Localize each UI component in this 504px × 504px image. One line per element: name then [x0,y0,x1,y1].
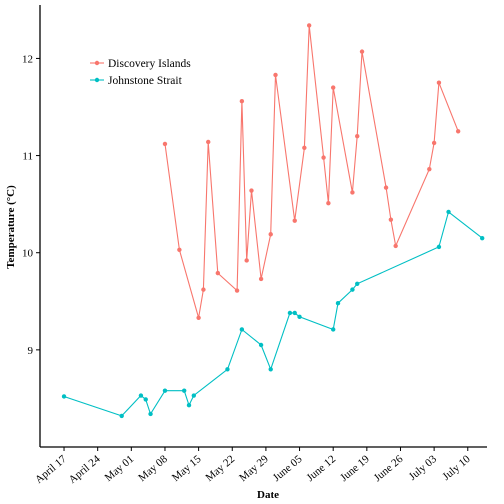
data-point [138,393,144,398]
data-point [201,287,206,292]
x-tick-label: April 24 [67,453,103,486]
x-tick-label: June 05 [271,453,305,484]
data-point [61,394,67,399]
data-point [446,209,451,215]
series-1 [61,209,485,419]
data-point [292,218,297,223]
series-line [63,210,483,417]
x-tick-label: July 03 [407,453,440,483]
y-tick-label: 10 [22,248,34,260]
data-point [239,327,245,332]
data-point [350,287,355,292]
data-point [355,281,360,286]
legend-key-point [94,77,100,83]
x-tick-label: April 17 [33,453,69,486]
data-point [302,145,307,150]
data-point [388,217,394,222]
data-point [355,133,360,139]
data-point [393,243,398,249]
data-point [177,247,182,252]
data-point [330,327,336,332]
data-point [249,188,254,193]
legend: Discovery Islands Johnstone Strait [90,58,191,87]
data-point [143,397,148,402]
x-tick-label: June 26 [372,453,406,484]
data-point [181,388,187,393]
data-point [239,98,245,104]
series-layer [61,23,485,419]
data-point [287,310,293,316]
data-point [196,315,201,320]
data-point [326,200,331,206]
data-point [258,342,264,348]
legend-label: Discovery Islands [108,58,191,70]
data-point [436,244,442,250]
data-point [335,301,341,306]
x-tick-label: May 08 [136,453,170,484]
data-point [258,276,264,282]
data-point [427,166,432,172]
data-point [273,72,278,78]
x-tick-label: July 10 [440,453,473,483]
data-point [234,288,240,293]
data-point [244,258,249,263]
x-tick-label: May 29 [237,453,271,484]
data-point [297,314,302,320]
y-axis-title: Temperature (°C) [5,185,17,269]
data-point [148,411,153,417]
data-point [359,49,365,54]
series-line [164,25,459,318]
data-point [215,270,221,276]
data-point [455,129,461,134]
data-point [186,403,192,408]
x-tick-label: May 01 [103,453,137,484]
y-tick-label: 12 [22,53,33,65]
x-axis-title: Date [257,489,279,501]
x-tick-label: May 22 [203,453,237,484]
data-point [292,310,297,316]
data-point [330,85,336,90]
legend-item: Discovery Islands [90,58,191,70]
data-point [436,80,442,85]
x-tick-label: May 15 [170,453,204,484]
data-point [206,139,211,145]
data-point [383,185,389,190]
y-tick-label: 11 [22,151,33,163]
data-point [306,23,312,28]
legend-key-point [94,60,100,66]
data-point [479,235,485,241]
x-tick-label: June 19 [338,453,372,484]
data-point [268,367,273,372]
data-point [268,232,273,237]
legend-item: Johnstone Strait [90,75,183,87]
legend-label: Johnstone Strait [108,75,183,87]
data-point [321,155,326,160]
data-point [225,367,230,372]
data-point [191,393,197,398]
y-axis: 9 10 11 12 [22,5,41,447]
series-0 [162,23,461,320]
x-tick-label: June 12 [304,453,338,484]
data-point [431,140,437,146]
data-point [119,413,124,419]
y-tick-label: 9 [28,345,34,357]
data-point [350,190,355,195]
data-point [162,388,168,393]
data-point [162,141,168,147]
